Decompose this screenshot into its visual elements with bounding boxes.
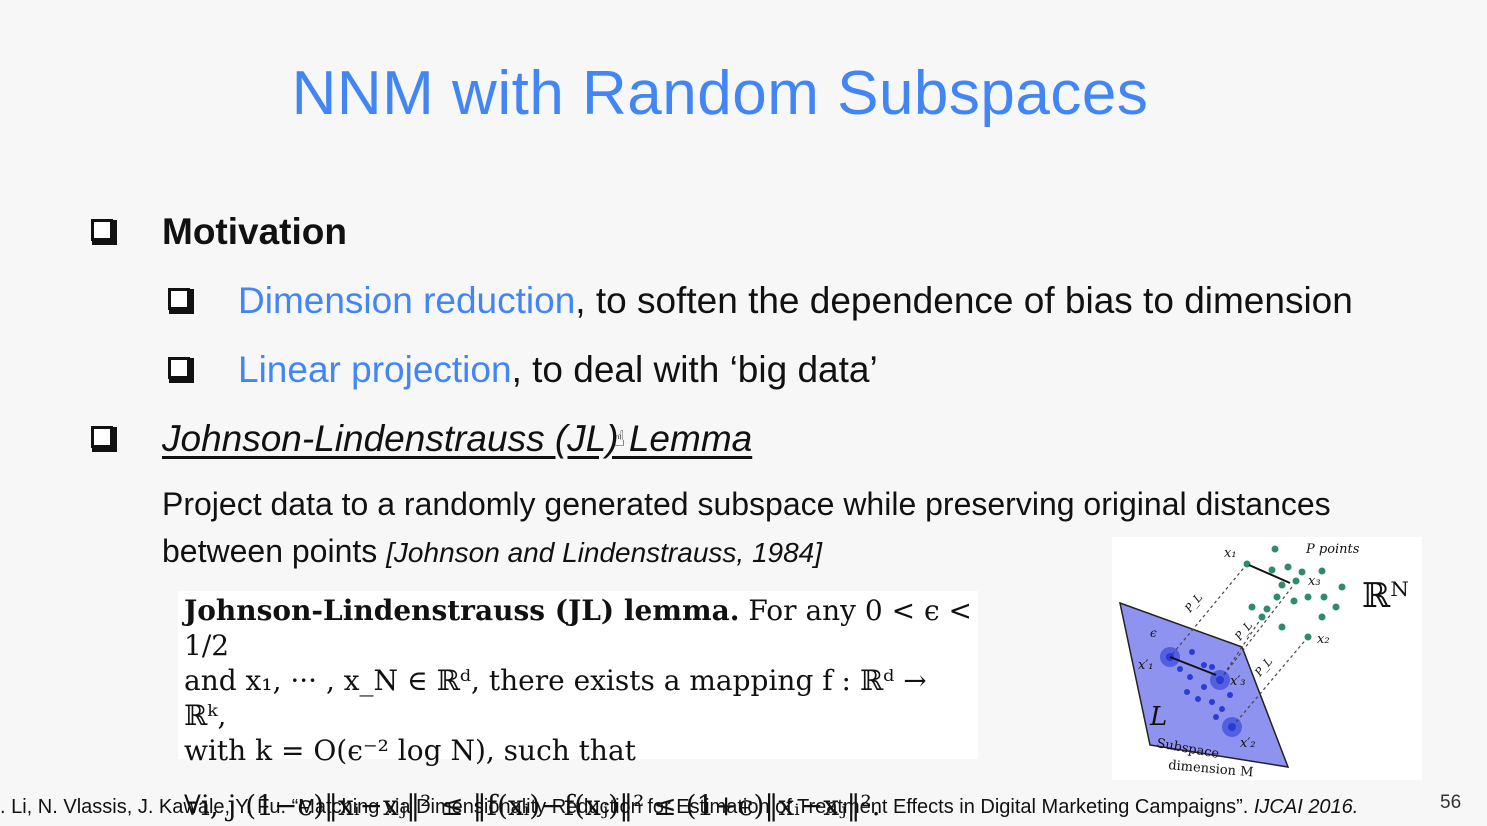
label-pl: P_L bbox=[1252, 655, 1276, 680]
highlight-text: Linear projection bbox=[238, 349, 512, 390]
label-x2: x₂ bbox=[1317, 632, 1330, 647]
lemma-name: Johnson-Lindenstrauss (JL) lemma. bbox=[184, 594, 740, 627]
label-pl: P_L bbox=[1232, 619, 1256, 644]
sub-bullet-dimension-reduction: Dimension reduction, to soften the depen… bbox=[238, 280, 1353, 322]
projected-arrow bbox=[1169, 656, 1217, 676]
label-x3-prime: x′₃ bbox=[1230, 674, 1246, 689]
label-epsilon: ϵ bbox=[1150, 626, 1157, 640]
citation: [Johnson and Lindenstrauss, 1984] bbox=[386, 537, 823, 568]
lemma-line-1: Johnson-Lindenstrauss (JL) lemma. For an… bbox=[184, 593, 972, 663]
checkbox-bullet-icon bbox=[91, 426, 117, 452]
checkbox-bullet-icon bbox=[168, 357, 194, 383]
reference-footer: . Li, N. Vlassis, J. Kawale, Y. Fu. “Mat… bbox=[0, 796, 1358, 819]
label-pl: P_L bbox=[1182, 591, 1206, 616]
lemma-line-2: and x₁, ··· , x_N ∈ ℝᵈ, there exists a m… bbox=[184, 664, 927, 732]
motivation-heading: Motivation bbox=[162, 211, 347, 252]
projection-lines bbox=[1169, 563, 1309, 728]
label-p-points: P points bbox=[1305, 542, 1360, 557]
label-dimension: dimension M bbox=[1168, 758, 1254, 780]
label-rn: ℝᴺ bbox=[1362, 576, 1409, 616]
point-cloud bbox=[1243, 545, 1346, 641]
label-x1: x₁ bbox=[1224, 546, 1237, 561]
jl-lemma-link[interactable]: Johnson-Lindenstrauss (JL) Lemma bbox=[162, 418, 753, 459]
reference-text: . Li, N. Vlassis, J. Kawale, Y. Fu. “Mat… bbox=[0, 796, 1254, 818]
checkbox-bullet-icon bbox=[91, 219, 117, 245]
description-text: between points bbox=[162, 533, 387, 569]
jl-description-line1: Project data to a randomly generated sub… bbox=[162, 486, 1331, 522]
label-x3: x₃ bbox=[1308, 574, 1321, 589]
checkbox-bullet-icon bbox=[168, 288, 194, 314]
highlight-text: Dimension reduction bbox=[238, 280, 576, 321]
lemma-inequality: ∀i, j (1−ϵ)‖xᵢ−xⱼ‖² ≤ ‖f(xᵢ)−f(xⱼ)‖² ≤ (… bbox=[184, 789, 881, 822]
projected-points bbox=[1160, 647, 1242, 737]
sub-bullet-linear-projection: Linear projection, to deal with ‘big dat… bbox=[238, 349, 878, 391]
label-x1-prime: x′₁ bbox=[1138, 658, 1154, 673]
label-x2-prime: x′₂ bbox=[1240, 736, 1256, 751]
reference-venue: IJCAI 2016. bbox=[1253, 796, 1359, 818]
projection-figure: x₁ P points x₃ x₂ ℝᴺ x′₁ x′₃ x′₂ ϵ L Sub… bbox=[1112, 537, 1422, 780]
bullet-text: , to deal with ‘big data’ bbox=[511, 349, 878, 390]
figure-labels: x₁ P points x₃ x₂ ℝᴺ x′₁ x′₃ x′₂ ϵ L Sub… bbox=[1138, 542, 1409, 780]
label-L: L bbox=[1149, 702, 1167, 732]
hand-cursor-icon: ☝ bbox=[612, 426, 626, 451]
lemma-condition: For any 0 < ϵ < 1/2 bbox=[184, 594, 973, 662]
projection-diagram: x₁ P points x₃ x₂ ℝᴺ x′₁ x′₃ x′₂ ϵ L Sub… bbox=[1118, 542, 1409, 780]
lemma-statement: Johnson-Lindenstrauss (JL) lemma. For an… bbox=[178, 591, 978, 822]
lemma-line-3: with k = O(ϵ⁻² log N), such that bbox=[184, 734, 636, 767]
slide-title: NNM with Random Subspaces bbox=[291, 59, 1149, 128]
jl-description-line2: between points [Johnson and Lindenstraus… bbox=[162, 533, 822, 570]
distance-arrow bbox=[1248, 564, 1291, 584]
page-number: 56 bbox=[1440, 792, 1462, 813]
bullet-text: , to soften the dependence of bias to di… bbox=[575, 280, 1353, 321]
